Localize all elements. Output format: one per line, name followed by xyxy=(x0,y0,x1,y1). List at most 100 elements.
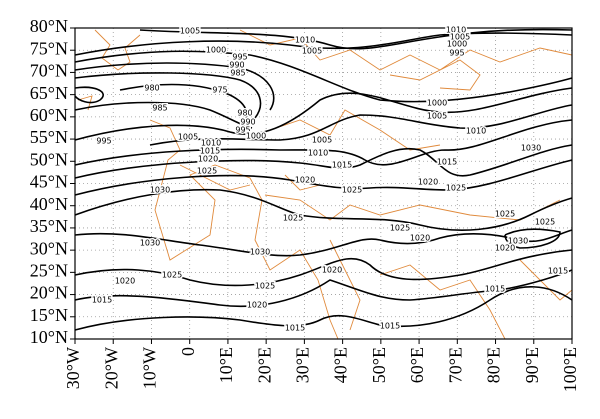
isobar-label: 1005 xyxy=(450,33,470,42)
isobar-label: 1020 xyxy=(198,155,218,164)
coastline xyxy=(239,29,573,91)
x-tick-label: 30°E xyxy=(293,347,313,383)
axes: 30°W 20°W 10°W 0 10°E 20°E 30°E 40°E 50°E 60°E 70°… xyxy=(30,16,580,392)
isobar-label: 1005 xyxy=(178,133,198,142)
isobar-label: 1010 xyxy=(466,127,486,136)
y-tick-label: 55°N xyxy=(30,127,68,147)
isobar-label: 1000 xyxy=(246,132,266,141)
grid xyxy=(74,27,573,340)
isobar-label: 1000 xyxy=(427,99,447,108)
isobar-label: 1010 xyxy=(308,149,328,158)
y-tick-label: 50°N xyxy=(30,149,68,169)
y-tick-label: 75°N xyxy=(30,38,68,58)
isobar-label: 1030 xyxy=(150,186,170,195)
y-tick-label: 40°N xyxy=(30,194,68,214)
isobar-label: 1010 xyxy=(446,26,466,35)
isobar-label: 1020 xyxy=(418,178,438,187)
y-tick-label: 70°N xyxy=(30,61,68,81)
isobar-label: 1005 xyxy=(312,136,332,145)
isobar xyxy=(74,269,573,308)
y-tick-label: 30°N xyxy=(30,238,68,258)
isobar-label: 1005 xyxy=(427,112,447,121)
isobar xyxy=(74,119,573,166)
isobar-label: 1015 xyxy=(485,285,505,294)
x-tick-label: 70°E xyxy=(445,347,465,383)
isobar xyxy=(74,83,248,126)
isobar xyxy=(74,87,573,141)
isobar xyxy=(149,104,573,146)
isobar xyxy=(74,144,573,179)
coastline xyxy=(77,29,339,340)
y-tick-label: 65°N xyxy=(30,83,68,103)
isobar-label: 980 xyxy=(237,109,252,118)
x-tick-label: 20°E xyxy=(254,347,274,383)
isobar-label: 1030 xyxy=(140,239,160,248)
isobar-label: 1025 xyxy=(342,186,362,195)
isobar-label: 1025 xyxy=(390,224,410,233)
isobar-label: 1025 xyxy=(535,218,555,227)
x-tick-label: 60°E xyxy=(407,347,427,383)
isobar xyxy=(74,188,573,231)
isobar xyxy=(74,101,253,129)
isobar-label: 1020 xyxy=(410,234,430,243)
isobar-label: 1015 xyxy=(285,324,305,333)
isobar-label: 1015 xyxy=(437,158,457,167)
isobar-label: 985 xyxy=(152,104,167,113)
isobar-label: 1025 xyxy=(495,210,515,219)
isobar-label: 1020 xyxy=(115,277,135,286)
isobar-label: 1015 xyxy=(332,161,352,170)
y-tick-label: 45°N xyxy=(30,172,68,192)
isobar xyxy=(74,286,573,331)
isobar-label: 1015 xyxy=(92,296,112,305)
y-tick-label: 15°N xyxy=(30,305,68,325)
isobar-label: 1020 xyxy=(495,244,515,253)
isobar-label: 1025 xyxy=(446,184,466,193)
isobars xyxy=(74,28,573,331)
isobar-label: 1025 xyxy=(197,167,217,176)
x-tick-label: 40°E xyxy=(331,347,351,383)
isobar-label: 1000 xyxy=(206,46,226,55)
isobar-label: 1015 xyxy=(200,147,220,156)
isobar-label: 1030 xyxy=(521,144,541,153)
x-tick-label: 80°E xyxy=(484,347,504,383)
x-tick-label: 20°W xyxy=(101,347,121,389)
y-tick-label: 20°N xyxy=(30,283,68,303)
y-tick-label: 25°N xyxy=(30,260,68,280)
x-tick-label: 30°W xyxy=(63,347,83,389)
isobar xyxy=(504,228,561,249)
x-tick-label: 0 xyxy=(178,347,198,356)
isobar-label: 995 xyxy=(235,126,250,135)
isobar-label: 1020 xyxy=(247,301,267,310)
isobar-label: 1010 xyxy=(201,139,221,148)
x-tick-label: 90°E xyxy=(522,347,542,383)
coastline xyxy=(264,194,573,340)
x-tick-label: 10°E xyxy=(216,347,236,383)
x-tick-label: 100°E xyxy=(560,347,580,392)
isobar-label: 990 xyxy=(240,118,255,127)
isobar xyxy=(74,249,573,287)
isobar-label: 1005 xyxy=(302,47,322,56)
isobar-label: 995 xyxy=(449,49,464,58)
isobar-label: 1020 xyxy=(295,176,315,185)
y-tick-label: 80°N xyxy=(30,16,68,36)
isobar-label: 1010 xyxy=(295,36,315,45)
isobar-label: 1000 xyxy=(447,40,467,49)
isobar-label: 980 xyxy=(144,84,159,93)
isobar-label: 995 xyxy=(232,53,247,62)
x-tick-label: 10°W xyxy=(140,347,160,389)
isobar-label: 985 xyxy=(230,69,245,78)
isobar xyxy=(74,229,573,257)
isobar-label: 1025 xyxy=(162,271,182,280)
isobar-label: 1030 xyxy=(508,237,528,246)
isobar-label: 995 xyxy=(96,137,111,146)
isobar-label: 1005 xyxy=(180,27,200,36)
isobar xyxy=(74,32,573,56)
y-tick-label: 10°N xyxy=(30,327,68,347)
x-tick-label: 50°E xyxy=(369,347,389,383)
y-tick-label: 60°N xyxy=(30,105,68,125)
isobar-label: 1020 xyxy=(322,266,342,275)
isobar-label: 975 xyxy=(212,86,227,95)
isobar-label: 1030 xyxy=(250,248,270,257)
